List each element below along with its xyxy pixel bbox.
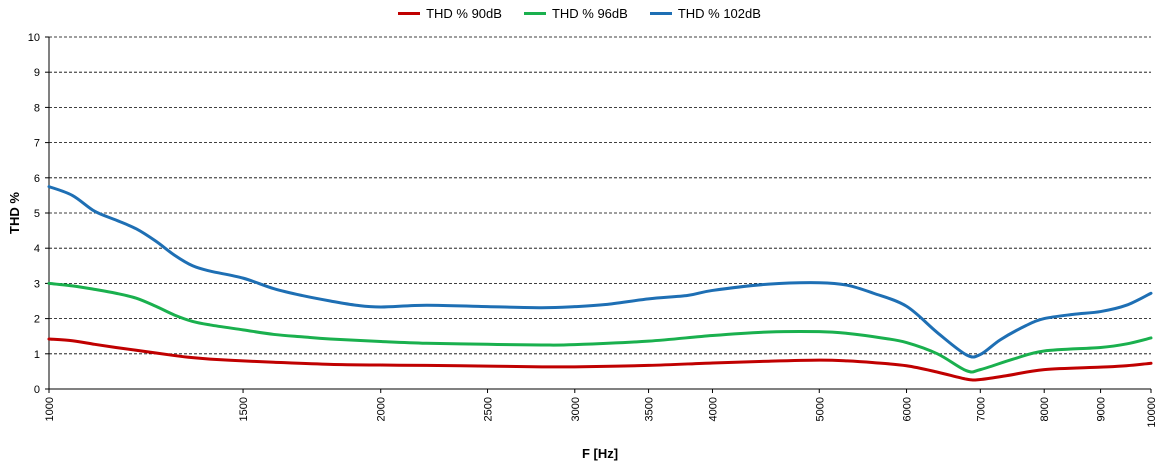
- x-tick-label-4000: 4000: [707, 397, 719, 421]
- y-tick-label-4: 4: [34, 243, 40, 255]
- x-tick-label-2000: 2000: [376, 397, 388, 421]
- y-tick-label-9: 9: [34, 67, 40, 79]
- legend-label-96db: THD % 96dB: [551, 5, 628, 21]
- y-tick-label-0: 0: [34, 384, 40, 396]
- y-axis-title: THD %: [7, 192, 22, 234]
- y-tick-label-5: 5: [34, 208, 40, 220]
- y-tick-label-1: 1: [34, 349, 40, 361]
- series-line-90db: [47, 337, 1153, 382]
- legend-item-96db: THD % 96dB: [523, 5, 628, 21]
- y-tick-label-6: 6: [34, 173, 40, 185]
- x-tick-label-1500: 1500: [238, 397, 250, 421]
- x-tick-label-6000: 6000: [902, 397, 914, 421]
- y-tick-label-3: 3: [34, 278, 40, 290]
- y-tick-label-7: 7: [34, 138, 40, 150]
- series-line-96db: [47, 281, 1153, 374]
- x-tick-label-5000: 5000: [814, 397, 826, 421]
- x-tick-label-3000: 3000: [570, 397, 582, 421]
- legend-label-102db: THD % 102dB: [677, 5, 761, 21]
- x-tick-label-3500: 3500: [644, 397, 656, 421]
- series-lines: [47, 185, 1153, 382]
- x-tick-label-10000: 10000: [1146, 397, 1158, 428]
- legend-swatch-96db: [523, 11, 546, 15]
- y-tick-label-8: 8: [34, 102, 40, 114]
- y-tick-label-10: 10: [28, 32, 40, 44]
- legend: THD % 90dB THD % 96dB THD % 102dB: [0, 4, 1159, 22]
- x-tick-label-7000: 7000: [975, 397, 987, 421]
- legend-item-102db: THD % 102dB: [649, 5, 761, 21]
- grid-lines: [49, 36, 1151, 355]
- legend-item-90db: THD % 90dB: [398, 6, 502, 21]
- x-tick-label-8000: 8000: [1039, 397, 1051, 421]
- legend-swatch-102db: [649, 11, 672, 15]
- legend-swatch-90db: [398, 11, 421, 15]
- y-tick-labels: 0 1 2 3 4 5 6 7 8 9 10: [28, 32, 49, 396]
- x-tick-label-9000: 9000: [1096, 397, 1108, 421]
- x-tick-label-1000: 1000: [44, 397, 56, 421]
- x-axis-title: F [Hz]: [582, 446, 618, 461]
- x-tick-label-2500: 2500: [483, 397, 495, 421]
- x-tick-labels: 1000 1500 2000 2500 3000 3500 4000 5000 6000 7000…: [44, 389, 1158, 428]
- legend-label-90db: THD % 90dB: [426, 5, 502, 21]
- series-line-102db: [47, 185, 1153, 359]
- y-tick-label-2: 2: [34, 314, 40, 326]
